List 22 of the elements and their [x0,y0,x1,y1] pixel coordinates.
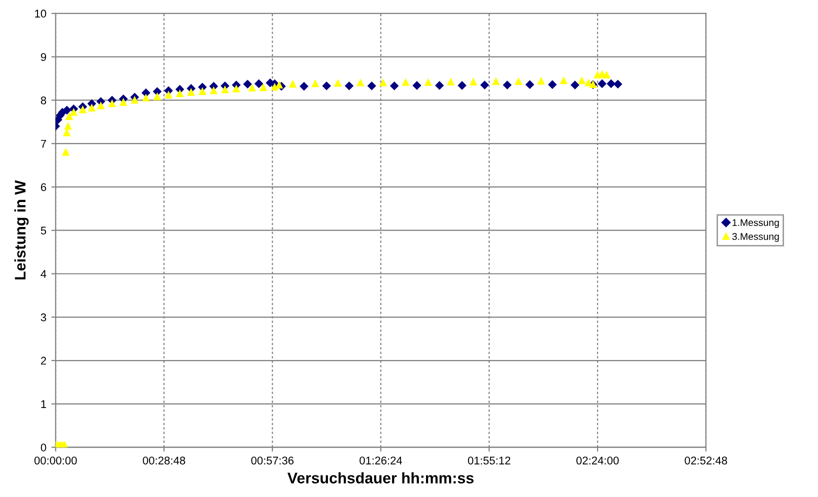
x-tick-label: 01:26:24 [360,456,402,464]
x-tick-label: 00:00:00 [34,456,77,464]
y-tick-label: 7 [40,140,46,148]
y-tick-label: 0 [40,444,46,452]
x-tick-label: 00:57:36 [251,456,294,464]
y-tick-label: 2 [40,356,46,365]
x-axis-title: Versuchsdauer hh:mm:ss [287,472,474,484]
y-tick-label: 5 [40,226,46,234]
y-tick-label: 3 [40,313,46,322]
x-tick-label: 00:28:48 [142,456,186,464]
x-tick-label: 02:52:48 [684,456,728,464]
y-tick-label: 9 [40,53,46,61]
x-tick-label: 02:24:00 [576,456,619,464]
x-tick-label: 01:55:12 [468,456,510,464]
y-tick-label: 6 [40,183,46,192]
y-axis-title: Leistung in W [14,180,29,280]
y-tick-label: 4 [40,270,46,278]
legend-label: 3.Messung [732,233,779,242]
y-tick-label: 8 [40,96,46,104]
y-tick-label: 10 [35,10,46,18]
legend-label: 1.Messung [732,219,779,228]
y-tick-label: 1 [41,400,46,408]
